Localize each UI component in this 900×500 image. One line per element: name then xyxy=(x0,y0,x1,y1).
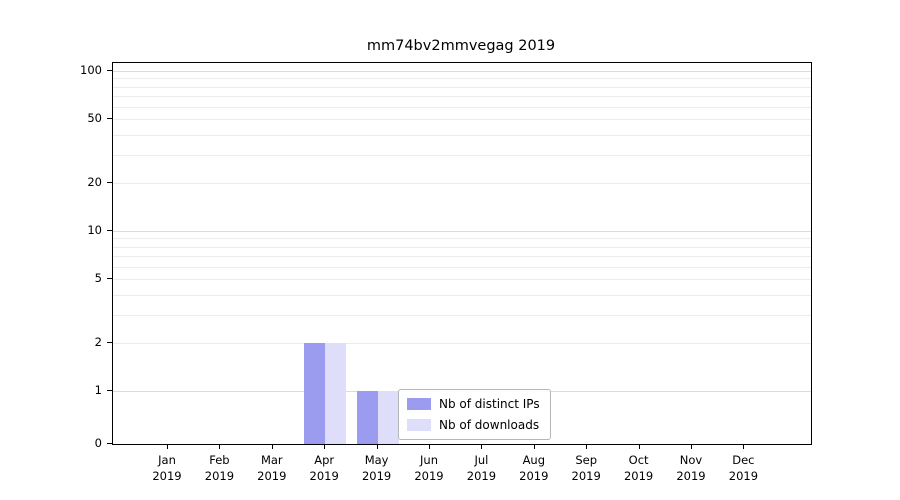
gridline-minor xyxy=(113,119,811,121)
gridline-major xyxy=(113,231,811,232)
x-axis-tick-mark xyxy=(743,444,745,449)
y-axis-tick-mark xyxy=(107,278,112,280)
x-axis-label: Mar 2019 xyxy=(257,453,287,483)
y-axis-tick-mark xyxy=(107,118,112,120)
gridline-minor xyxy=(113,255,811,257)
y-axis-tick-mark xyxy=(107,230,112,231)
x-axis-tick-mark xyxy=(533,444,535,449)
bar-downloads xyxy=(325,342,347,444)
x-axis-label: Oct 2019 xyxy=(623,453,654,483)
x-axis-label: May 2019 xyxy=(361,453,392,483)
x-axis-label: Nov 2019 xyxy=(676,453,706,483)
x-axis-label: Aug 2019 xyxy=(519,453,549,483)
y-axis-tick-label: 20 xyxy=(87,174,102,189)
gridline-major xyxy=(113,71,811,72)
bar-distinct-ips xyxy=(304,342,326,444)
x-axis-tick-mark xyxy=(219,444,221,449)
gridline-minor xyxy=(113,95,811,97)
y-axis-tick-mark xyxy=(107,341,112,343)
x-axis-label: Jul 2019 xyxy=(466,453,497,483)
x-axis-tick-mark xyxy=(167,444,168,449)
gridline-minor xyxy=(113,246,811,248)
gridline-minor xyxy=(113,294,811,296)
y-axis-tick-mark xyxy=(107,443,112,444)
bar-distinct-ips xyxy=(356,391,378,444)
legend-label: Nb of downloads xyxy=(439,418,540,432)
x-axis-tick-mark xyxy=(324,444,326,449)
y-axis-tick-mark xyxy=(107,390,112,391)
y-axis-tick-label: 0 xyxy=(94,436,102,450)
plot-area: Nb of distinct IPs Nb of downloads xyxy=(112,62,812,445)
y-axis-tick-label: 50 xyxy=(87,111,102,126)
legend: Nb of distinct IPs Nb of downloads xyxy=(398,389,551,440)
legend-swatch-distinct-ips xyxy=(407,398,431,410)
x-axis-tick-mark xyxy=(429,444,430,449)
legend-swatch-downloads xyxy=(407,419,431,431)
x-axis-tick-mark xyxy=(638,444,640,449)
legend-item: Nb of downloads xyxy=(407,418,540,432)
x-axis-label: Feb 2019 xyxy=(204,453,235,483)
gridline-minor xyxy=(113,78,811,80)
bar-downloads xyxy=(377,391,399,444)
x-axis-label: Dec 2019 xyxy=(728,453,759,483)
gridline-minor xyxy=(113,154,811,156)
legend-label: Nb of distinct IPs xyxy=(439,397,540,411)
gridline-minor xyxy=(113,314,811,316)
y-axis-tick-label: 1 xyxy=(94,383,102,397)
gridline-minor xyxy=(113,86,811,88)
y-axis-tick-label: 2 xyxy=(94,334,102,349)
y-axis-tick-mark xyxy=(107,70,112,71)
chart-title: mm74bv2mmvegag 2019 xyxy=(366,38,556,54)
gridline-minor xyxy=(113,342,811,344)
legend-item: Nb of distinct IPs xyxy=(407,397,540,411)
x-axis-tick-mark xyxy=(271,444,273,449)
x-axis-tick-mark xyxy=(691,444,692,449)
gridline-minor xyxy=(113,134,811,136)
gridline-minor xyxy=(113,266,811,268)
x-axis-tick-mark xyxy=(481,444,483,449)
x-axis-label: Jun 2019 xyxy=(414,453,444,483)
x-axis-label: Sep 2019 xyxy=(571,453,601,483)
y-axis-tick-label: 5 xyxy=(94,271,102,286)
y-axis-tick-label: 10 xyxy=(87,223,102,237)
x-axis-label: Jan 2019 xyxy=(152,453,182,483)
y-axis-tick-mark xyxy=(107,181,112,183)
y-axis-tick-label: 100 xyxy=(80,63,102,77)
gridline-minor xyxy=(113,182,811,184)
gridline-minor xyxy=(113,238,811,240)
gridline-minor xyxy=(113,279,811,281)
x-axis-label: Apr 2019 xyxy=(309,453,339,483)
gridline-minor xyxy=(113,106,811,108)
x-axis-tick-mark xyxy=(586,444,588,449)
x-axis-tick-mark xyxy=(376,444,378,449)
